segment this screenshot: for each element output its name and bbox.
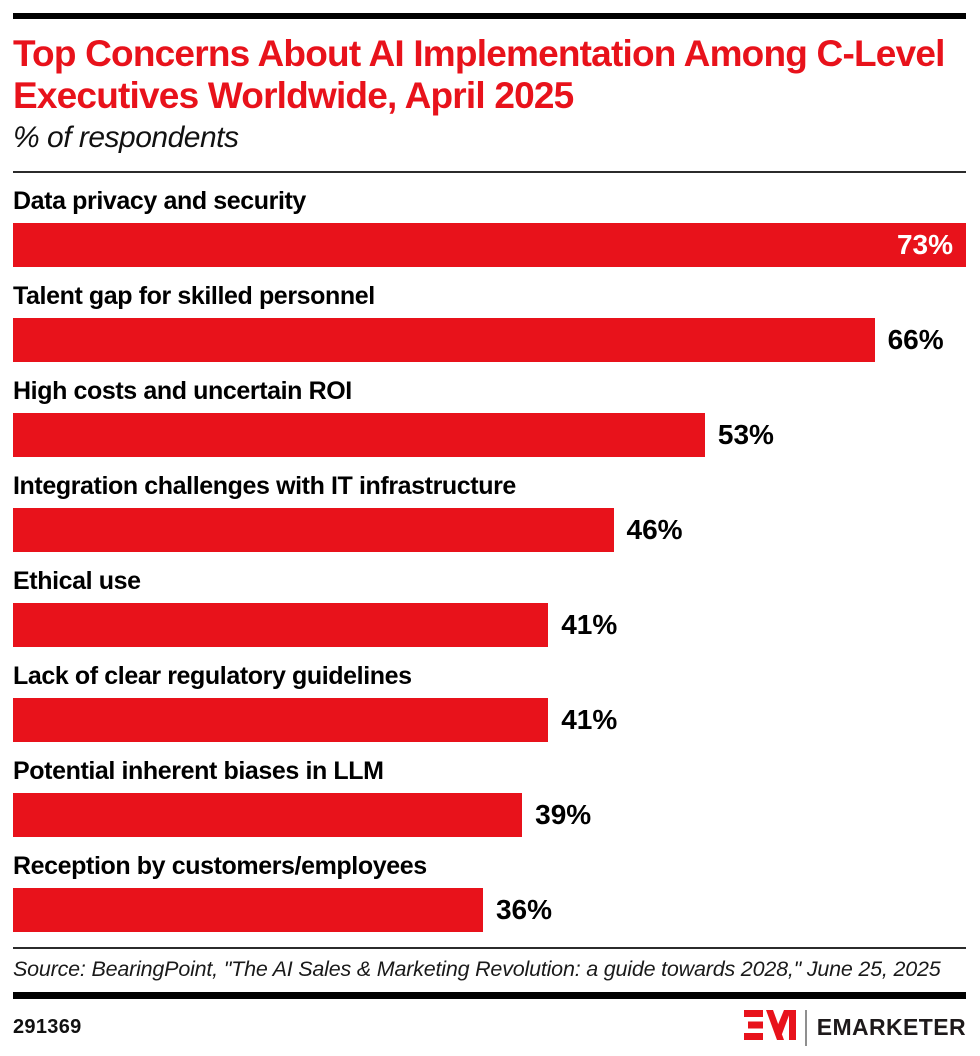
value-label: 53% (717, 419, 774, 451)
bar-line: 46% (13, 508, 966, 553)
value-label: 41% (561, 704, 618, 736)
category-label: Potential inherent biases in LLM (13, 757, 384, 786)
chart-subtitle: % of respondents (13, 121, 239, 155)
bottom-rule (13, 991, 966, 999)
source-block: Source: BearingPoint, "The AI Sales & Ma… (13, 947, 966, 999)
category-label: High costs and uncertain ROI (13, 377, 352, 406)
bar (13, 603, 549, 648)
bar (13, 318, 875, 363)
bar-chart: Data privacy and security 73% Talent gap f… (13, 187, 966, 933)
bar-line: 53% (13, 413, 966, 458)
category-label: Integration challenges with IT infrastru… (13, 472, 516, 501)
source-divider (13, 947, 966, 950)
emarketer-em-logo-icon (743, 1010, 796, 1045)
bar (13, 698, 549, 743)
value-label: 39% (535, 799, 592, 831)
brand-name: EMARKETER (816, 1014, 966, 1041)
chart-title: Top Concerns About AI Implementation Amo… (13, 33, 945, 117)
bar-row: Potential inherent biases in LLM 39% (13, 757, 966, 838)
chart-id: 291369 (13, 1016, 82, 1039)
bar (13, 413, 705, 458)
bar-row: Integration challenges with IT infrastru… (13, 472, 966, 553)
top-rule (13, 13, 966, 19)
bar-line: 41% (13, 603, 966, 648)
value-label: 36% (495, 894, 553, 926)
bar-line: 66% (13, 318, 966, 363)
value-label: 66% (887, 324, 944, 356)
value-label: 73% (896, 229, 953, 261)
bar: 73% (13, 223, 966, 268)
bar-row: Data privacy and security 73% (13, 187, 966, 268)
category-label: Ethical use (13, 567, 141, 596)
bar-row: Reception by customers/employees 36% (13, 852, 966, 933)
category-label: Reception by customers/employees (13, 852, 427, 881)
bar (13, 888, 483, 933)
bar-line: 39% (13, 793, 966, 838)
bar-row: Talent gap for skilled personnel 66% (13, 282, 966, 363)
source-text: Source: BearingPoint, "The AI Sales & Ma… (13, 957, 941, 982)
category-label: Data privacy and security (13, 187, 306, 216)
category-label: Talent gap for skilled personnel (13, 282, 375, 311)
brand-divider (804, 1009, 807, 1046)
category-label: Lack of clear regulatory guidelines (13, 662, 412, 691)
value-label: 41% (561, 609, 618, 641)
bar-line: 36% (13, 888, 966, 933)
bar-row: Lack of clear regulatory guidelines 41% (13, 662, 966, 743)
bar (13, 508, 614, 553)
bar-line: 41% (13, 698, 966, 743)
header-divider (13, 171, 966, 174)
value-label: 46% (626, 514, 683, 546)
bar-line: 73% (13, 223, 966, 268)
bar (13, 793, 523, 838)
bar-row: Ethical use 41% (13, 567, 966, 648)
footer: 291369 EMARKETER (13, 1009, 966, 1046)
bar-row: High costs and uncertain ROI 53% (13, 377, 966, 458)
brand-lockup: EMARKETER (743, 1009, 966, 1046)
